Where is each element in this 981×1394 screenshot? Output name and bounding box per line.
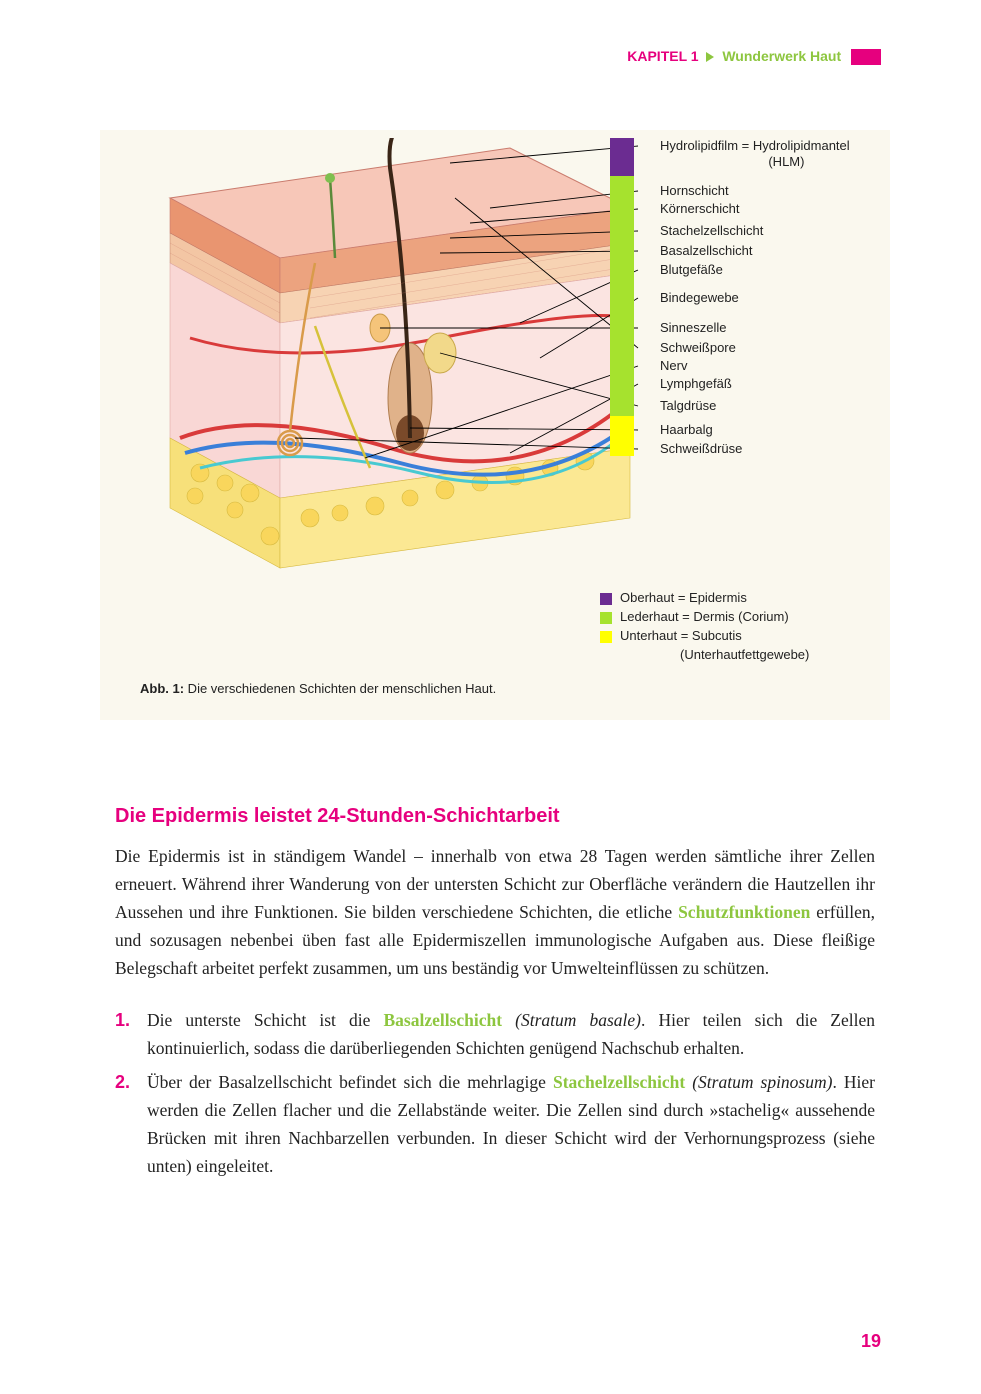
- item1-a: Die unterste Schicht ist die: [147, 1010, 383, 1030]
- diagram-label: Körnerschicht: [660, 201, 739, 217]
- diagram-label: Talgdrüse: [660, 398, 716, 414]
- legend-swatch-icon: [600, 631, 612, 643]
- legend-row: Oberhaut = Epidermis: [600, 590, 809, 605]
- intro-paragraph: Die Epidermis ist in ständigem Wandel – …: [115, 842, 875, 982]
- color-bar: [610, 176, 634, 416]
- diagram-label: Schweißpore: [660, 340, 736, 356]
- caption-text: Die verschiedenen Schichten der menschli…: [184, 681, 496, 696]
- header-bar-icon: [851, 49, 881, 65]
- diagram-label: Basalzellschicht: [660, 243, 753, 259]
- figure-container: Hydrolipidfilm = Hydrolipidmantel (HLM) H…: [100, 130, 890, 720]
- diagram-label: Blutgefäße: [660, 262, 723, 278]
- item1-italic: (Stratum basale): [502, 1010, 641, 1030]
- highlight-schutzfunktionen: Schutzfunktionen: [678, 902, 810, 922]
- diagram-label: Stachelzellschicht: [660, 223, 763, 239]
- section-title: Die Epidermis leistet 24-Stunden-Schicht…: [115, 800, 875, 832]
- triangle-icon: [706, 52, 714, 62]
- chapter-subtitle: Wunderwerk Haut: [722, 48, 841, 64]
- legend-swatch-icon: [600, 612, 612, 624]
- highlight-stachelzellschicht: Stachelzellschicht: [553, 1072, 685, 1092]
- item2-a: Über der Basalzellschicht befindet sich …: [147, 1072, 553, 1092]
- color-bar: [610, 416, 634, 456]
- legend-subtext: (Unterhautfettgewebe): [680, 647, 809, 662]
- color-bar: [610, 138, 634, 176]
- diagram-label: Bindegewebe: [660, 290, 739, 306]
- body-text: Die Epidermis leistet 24-Stunden-Schicht…: [115, 800, 875, 1186]
- diagram-label: Lymphgefäß: [660, 376, 732, 392]
- chapter-label: KAPITEL 1: [627, 48, 698, 64]
- legend-text: Oberhaut = Epidermis: [620, 590, 747, 605]
- list-number-1: 1.: [115, 1006, 130, 1035]
- diagram-label: Hornschicht: [660, 183, 729, 199]
- figure-caption: Abb. 1: Die verschiedenen Schichten der …: [140, 681, 496, 696]
- skin-diagram: [140, 138, 640, 598]
- legend-text: Unterhaut = Subcutis: [620, 628, 742, 643]
- page-number: 19: [861, 1331, 881, 1352]
- diagram-legend: Oberhaut = Epidermis Lederhaut = Dermis (…: [600, 590, 809, 662]
- diagram-label: Schweißdrüse: [660, 441, 742, 457]
- list-item-1: 1. Die unterste Schicht ist die Basalzel…: [115, 1006, 875, 1062]
- diagram-label: Nerv: [660, 358, 687, 374]
- page-header: KAPITEL 1 Wunderwerk Haut: [627, 48, 881, 65]
- caption-bold: Abb. 1:: [140, 681, 184, 696]
- item2-italic: (Stratum spinosum): [685, 1072, 832, 1092]
- highlight-basalzellschicht: Basalzellschicht: [383, 1010, 502, 1030]
- diagram-label: Hydrolipidfilm = Hydrolipidmantel (HLM): [660, 138, 870, 169]
- list-number-2: 2.: [115, 1068, 130, 1097]
- list-item-2: 2. Über der Basalzellschicht befindet si…: [115, 1068, 875, 1180]
- legend-swatch-icon: [600, 593, 612, 605]
- diagram-label: Sinneszelle: [660, 320, 727, 336]
- legend-row: Unterhaut = Subcutis: [600, 628, 809, 643]
- legend-text: Lederhaut = Dermis (Corium): [620, 609, 789, 624]
- legend-row: Lederhaut = Dermis (Corium): [600, 609, 809, 624]
- diagram-label: Haarbalg: [660, 422, 713, 438]
